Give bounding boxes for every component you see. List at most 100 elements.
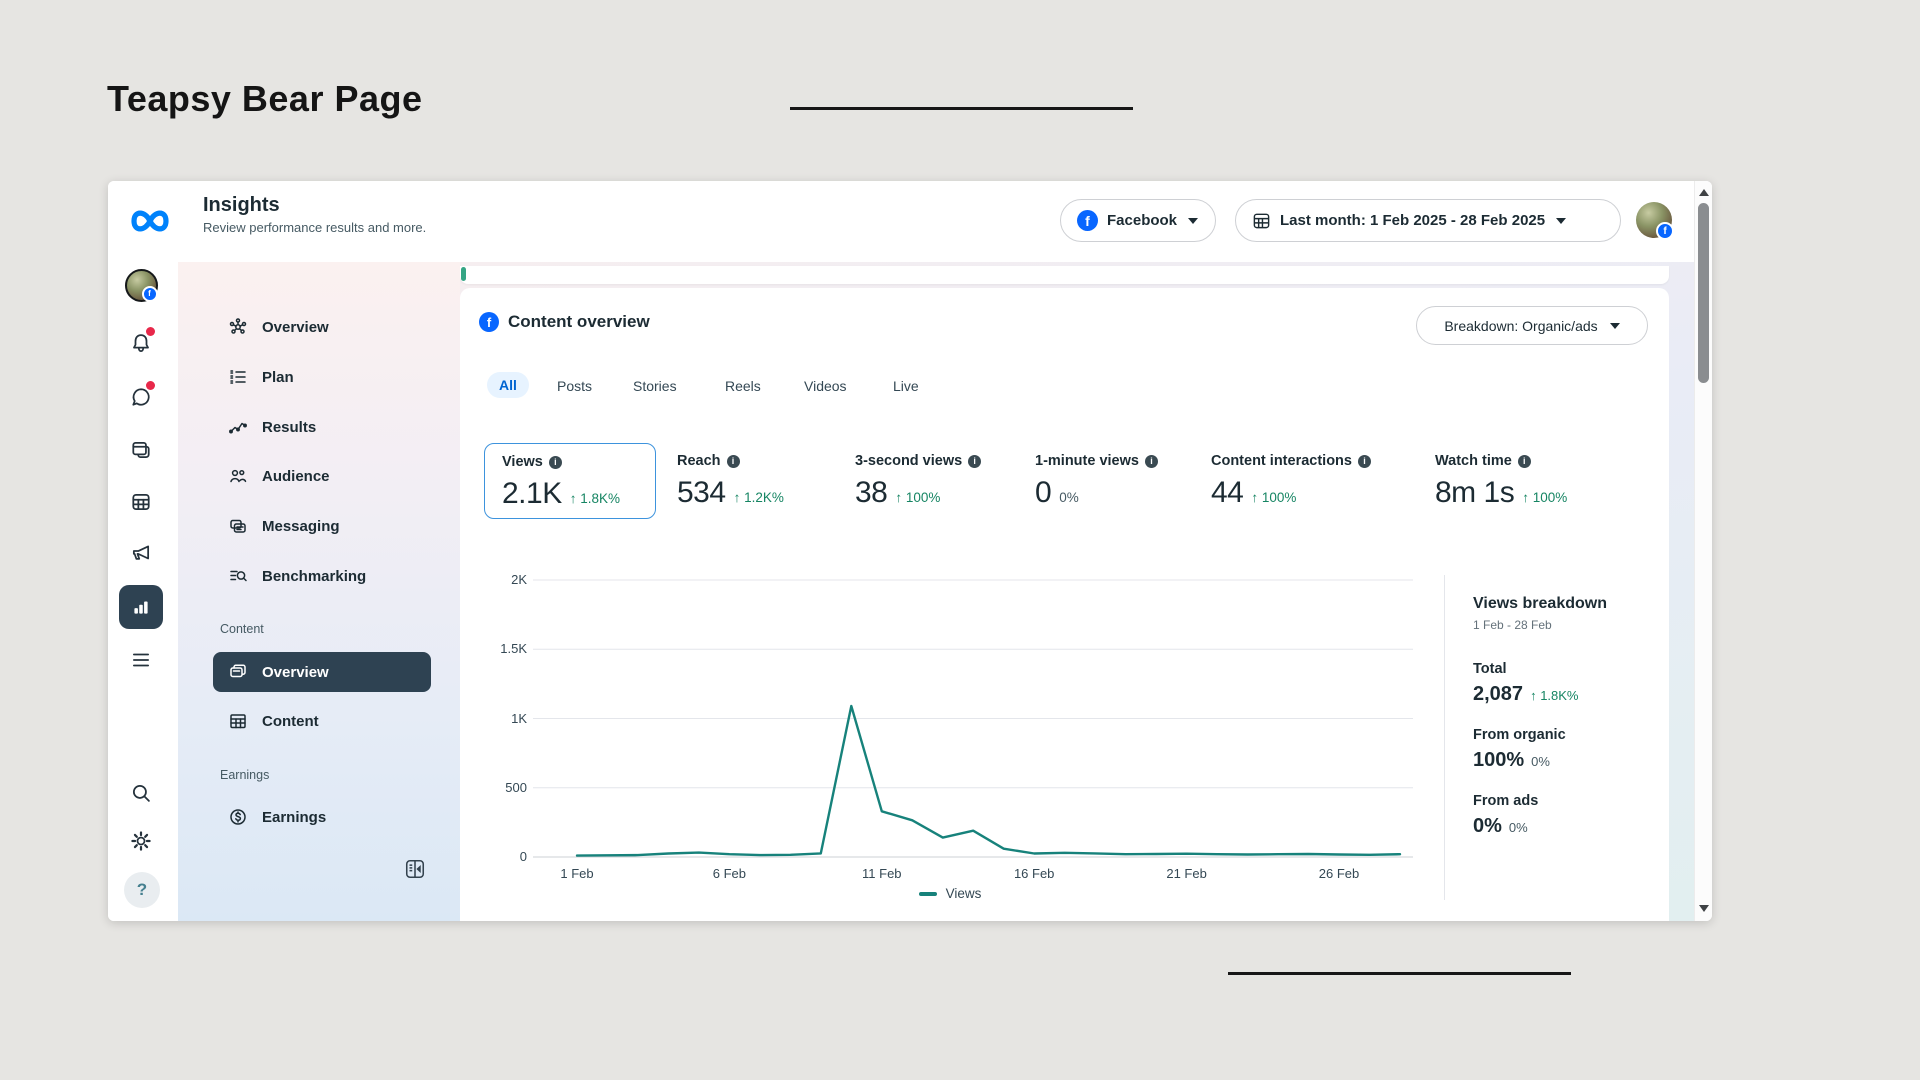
x-axis-tick: 21 Feb bbox=[1157, 866, 1217, 881]
metric-reach[interactable]: Reachi 534 ↑ 1.2K% bbox=[677, 453, 784, 510]
breakdown-dropdown-label: Breakdown: Organic/ads bbox=[1444, 318, 1597, 334]
metric-delta: ↑ 1.2K% bbox=[734, 490, 784, 505]
notifications-bell-icon[interactable] bbox=[121, 323, 161, 363]
views-line-chart bbox=[493, 570, 1418, 890]
date-range-button[interactable]: Last month: 1 Feb 2025 - 28 Feb 2025 bbox=[1235, 199, 1621, 242]
dollar-circle-icon bbox=[228, 807, 248, 827]
x-axis-tick: 26 Feb bbox=[1309, 866, 1369, 881]
platform-selector-button[interactable]: f Facebook bbox=[1060, 199, 1216, 242]
settings-gear-icon[interactable] bbox=[121, 821, 161, 861]
nav-item-content-overview-selected[interactable]: Overview bbox=[213, 652, 431, 692]
chart-legend: Views bbox=[860, 886, 1040, 901]
x-axis-tick: 1 Feb bbox=[547, 866, 607, 881]
cards-icon bbox=[228, 662, 248, 682]
breakdown-delta: 0% bbox=[1509, 820, 1528, 835]
message-cards-icon bbox=[228, 516, 248, 536]
scrolled-card-edge bbox=[460, 266, 1669, 284]
tab-all[interactable]: All bbox=[487, 372, 529, 398]
y-axis-tick: 0 bbox=[493, 849, 527, 864]
insights-subtitle: Review performance results and more. bbox=[203, 220, 426, 235]
notification-dot bbox=[146, 381, 155, 390]
scrollbar-thumb[interactable] bbox=[1698, 203, 1709, 383]
notification-dot bbox=[146, 327, 155, 336]
annotation-line-bottom bbox=[1228, 972, 1571, 975]
metric-delta: ↑ 100% bbox=[1251, 490, 1296, 505]
nav-item-earnings[interactable]: Earnings bbox=[213, 797, 431, 837]
facebook-badge-icon: f bbox=[1656, 222, 1674, 240]
info-icon[interactable]: i bbox=[968, 455, 981, 468]
metric-3-second-views[interactable]: 3-second viewsi 38 ↑ 100% bbox=[855, 453, 981, 510]
breakdown-delta: 0% bbox=[1531, 754, 1550, 769]
views-series-line bbox=[577, 706, 1400, 856]
page-avatar-button[interactable]: f bbox=[121, 265, 161, 305]
profile-avatar[interactable]: f bbox=[1636, 202, 1672, 238]
tab-live[interactable]: Live bbox=[893, 378, 919, 394]
content-overview-title: Content overview bbox=[508, 312, 650, 332]
calendar-icon bbox=[1252, 211, 1271, 230]
insights-nav-panel: Overview Plan Results Audience Messaging… bbox=[178, 262, 460, 921]
breakdown-row-label: From organic bbox=[1473, 727, 1658, 743]
breakdown-dropdown[interactable]: Breakdown: Organic/ads bbox=[1416, 306, 1648, 345]
tab-posts[interactable]: Posts bbox=[557, 378, 592, 394]
views-legend-swatch bbox=[919, 892, 937, 896]
x-axis-tick: 6 Feb bbox=[699, 866, 759, 881]
nav-item-overview[interactable]: Overview bbox=[213, 307, 431, 347]
list-search-icon bbox=[228, 566, 248, 586]
messages-chat-icon[interactable] bbox=[121, 377, 161, 417]
views-breakdown-panel: Views breakdown 1 Feb - 28 Feb Total 2,0… bbox=[1473, 595, 1658, 838]
facebook-badge-icon: f bbox=[142, 286, 158, 302]
metric-views-selected[interactable]: Viewsi 2.1K ↑ 1.8K% bbox=[484, 443, 656, 519]
ads-megaphone-icon[interactable] bbox=[121, 533, 161, 573]
info-icon[interactable]: i bbox=[1145, 455, 1158, 468]
x-axis-tick: 11 Feb bbox=[852, 866, 912, 881]
scroll-accent-tick bbox=[461, 267, 466, 281]
views-breakdown-title: Views breakdown bbox=[1473, 595, 1658, 613]
nav-item-plan[interactable]: Plan bbox=[213, 357, 431, 397]
help-icon[interactable]: ? bbox=[124, 872, 160, 908]
search-icon[interactable] bbox=[121, 773, 161, 813]
metric-watch-time[interactable]: Watch timei 8m 1s ↑ 100% bbox=[1435, 453, 1567, 510]
platform-selector-label: Facebook bbox=[1107, 212, 1177, 229]
y-axis-tick: 2K bbox=[493, 572, 527, 587]
tab-stories[interactable]: Stories bbox=[633, 378, 677, 394]
info-icon[interactable]: i bbox=[1358, 455, 1371, 468]
metric-delta: ↑ 100% bbox=[895, 490, 940, 505]
facebook-icon: f bbox=[1077, 210, 1098, 231]
metric-content-interactions[interactable]: Content interactionsi 44 ↑ 100% bbox=[1211, 453, 1371, 510]
scroll-down-arrow[interactable] bbox=[1699, 905, 1709, 912]
canvas: Teapsy Bear Page Insights Review perform… bbox=[0, 0, 1920, 1080]
nav-item-audience[interactable]: Audience bbox=[213, 456, 431, 496]
y-axis-tick: 500 bbox=[493, 780, 527, 795]
planner-calendar-icon[interactable] bbox=[121, 482, 161, 522]
views-legend-label: Views bbox=[946, 886, 982, 901]
tab-reels[interactable]: Reels bbox=[725, 378, 761, 394]
insights-title: Insights bbox=[203, 194, 426, 217]
y-axis-tick: 1.5K bbox=[493, 641, 527, 656]
date-range-label: Last month: 1 Feb 2025 - 28 Feb 2025 bbox=[1280, 212, 1545, 229]
tab-videos[interactable]: Videos bbox=[804, 378, 847, 394]
scroll-up-arrow[interactable] bbox=[1699, 189, 1709, 196]
numbered-list-icon bbox=[228, 367, 248, 387]
all-tools-menu-icon[interactable] bbox=[121, 640, 161, 680]
nav-item-benchmarking[interactable]: Benchmarking bbox=[213, 556, 431, 596]
info-icon[interactable]: i bbox=[727, 455, 740, 468]
info-icon[interactable]: i bbox=[1518, 455, 1531, 468]
window-scrollbar[interactable] bbox=[1694, 181, 1712, 921]
chevron-down-icon bbox=[1188, 218, 1198, 224]
metric-1-minute-views[interactable]: 1-minute viewsi 0 0% bbox=[1035, 453, 1158, 510]
metric-delta: ↑ 1.8K% bbox=[570, 491, 620, 506]
annotation-line-top bbox=[790, 107, 1133, 110]
collapse-panel-icon[interactable] bbox=[404, 858, 426, 880]
insights-chart-icon[interactable] bbox=[119, 585, 163, 629]
metric-delta: 0% bbox=[1059, 490, 1079, 505]
nav-item-content[interactable]: Content bbox=[213, 701, 431, 741]
meta-logo-icon[interactable] bbox=[126, 203, 174, 239]
nav-item-messaging[interactable]: Messaging bbox=[213, 506, 431, 546]
panel-divider bbox=[1444, 575, 1445, 900]
breakdown-row-label: Total bbox=[1473, 661, 1658, 677]
nav-section-earnings: Earnings bbox=[220, 768, 269, 782]
info-icon[interactable]: i bbox=[549, 456, 562, 469]
chevron-down-icon bbox=[1610, 323, 1620, 329]
posts-icon[interactable] bbox=[121, 430, 161, 470]
nav-item-results[interactable]: Results bbox=[213, 407, 431, 447]
